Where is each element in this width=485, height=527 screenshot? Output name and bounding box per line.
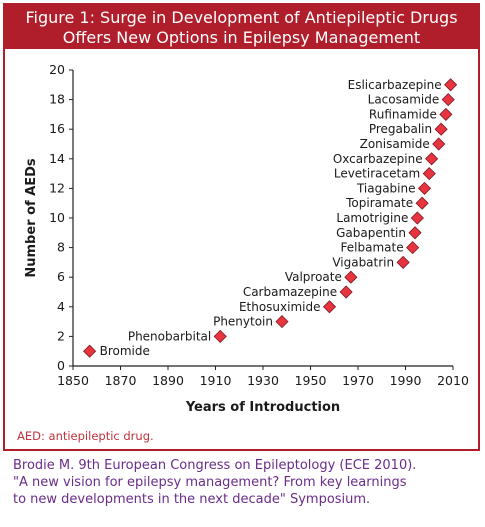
y-tick-label: 2 [57,328,65,343]
data-point-marker [417,181,432,195]
data-point-label: Topiramate [345,196,413,210]
x-tick-label: 1970 [342,373,374,388]
data-point-marker [213,329,227,343]
data-point-marker [275,315,289,329]
data-point-marker [339,285,353,299]
footnote: AED: antiepileptic drug. [17,429,154,443]
x-axis-title: Years of Introduction [185,400,340,415]
x-tick-label: 1910 [200,373,232,388]
x-tick-label: 1850 [57,373,89,388]
data-point-marker [425,152,439,166]
data-point-marker [410,211,424,225]
x-tick-label: 1990 [390,373,422,388]
data-point-marker [396,255,410,269]
data-point-marker [434,122,448,136]
y-tick-label: 16 [49,121,65,136]
y-tick-label: 12 [49,180,65,195]
y-tick-label: 0 [57,358,65,373]
data-point-marker [444,78,458,92]
figure-title-line-1: Figure 1: Surge in Development of Antiep… [25,8,458,27]
data-point-label: Ethosuximide [239,300,321,314]
figure-title-line-2: Offers New Options in Epilepsy Managemen… [62,28,421,47]
data-point-label: Pregabalin [369,122,432,136]
data-point-label: Phenytoin [213,315,273,329]
data-point-marker [422,167,436,181]
data-point-label: Valproate [285,270,342,284]
data-point-marker [344,270,358,284]
data-point-label: Zonisamide [360,137,430,151]
data-point-label: Eslicarbazepine [348,78,442,92]
figure-card: Figure 1: Surge in Development of Antiep… [3,3,480,451]
citation: Brodie M. 9th European Congress on Epile… [13,457,478,508]
citation-line-1: Brodie M. 9th European Congress on Epile… [13,458,417,473]
data-point-marker [406,241,420,255]
x-tick-label: 1930 [247,373,279,388]
data-point-marker [439,107,453,121]
data-point-label: Lamotrigine [336,211,408,225]
data-point-label: Rufinamide [369,107,437,121]
y-tick-label: 18 [49,92,65,107]
y-axis-title: Number of AEDs [24,158,39,278]
data-point-marker [408,226,422,240]
y-tick-label: 10 [49,210,65,225]
data-point-marker [83,344,97,358]
data-point-label: Carbamazepine [243,285,337,299]
data-point-label: Bromide [100,344,150,358]
y-tick-label: 4 [57,299,65,314]
data-point-marker [415,196,429,210]
data-point-marker [322,300,337,314]
y-tick-label: 20 [49,62,65,77]
data-point-label: Tiagabine [356,181,416,195]
y-tick-label: 8 [57,240,65,255]
data-point-label: Vigabatrin [332,255,394,269]
data-point-label: Phenobarbital [128,329,211,343]
citation-line-2: "A new vision for epilepsy management? F… [13,475,407,490]
x-tick-label: 2010 [437,373,469,388]
data-point-label: Felbamate [341,241,404,255]
x-tick-label: 1950 [295,373,327,388]
figure-header: Figure 1: Surge in Development of Antiep… [5,5,478,49]
y-tick-label: 6 [57,269,65,284]
y-tick-label: 14 [49,151,65,166]
data-point-marker [432,137,446,151]
citation-line-3: to new developments in the next decade" … [13,492,371,507]
data-point-label: Oxcarbazepine [333,152,423,166]
data-point-label: Gabapentin [336,226,406,240]
data-point-label: Levetiracetam [334,167,420,181]
x-tick-label: 1890 [152,373,184,388]
x-tick-label: 1870 [105,373,137,388]
data-point-label: Lacosamide [368,93,440,107]
data-point-marker [441,93,455,107]
